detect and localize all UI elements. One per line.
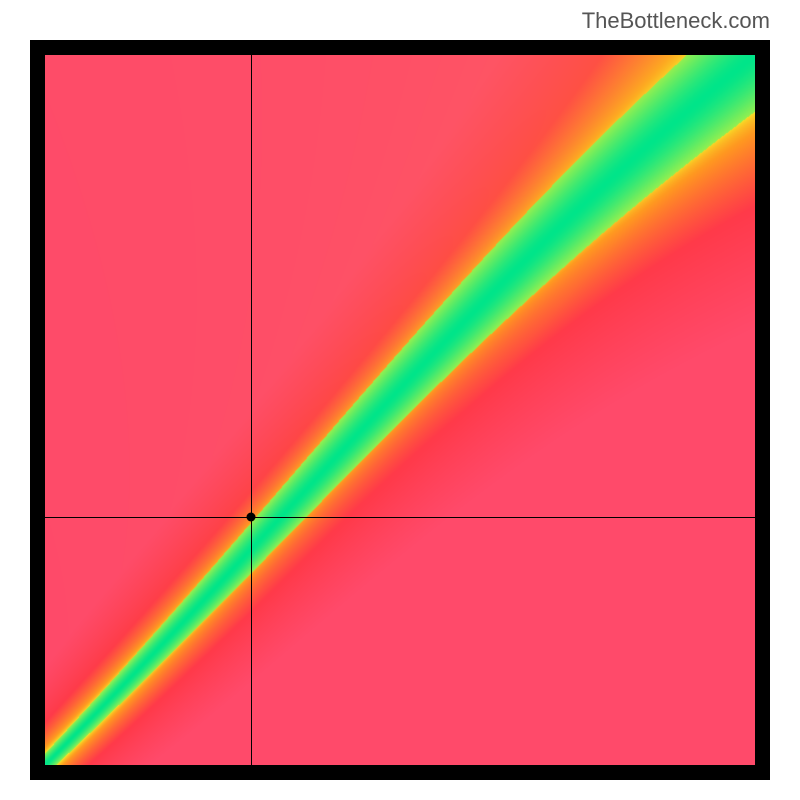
watermark-text: TheBottleneck.com: [582, 8, 770, 34]
crosshair-vertical: [251, 55, 252, 765]
heatmap-canvas: [45, 55, 755, 765]
heatmap-plot-area: [45, 55, 755, 765]
crosshair-marker: [246, 512, 255, 521]
crosshair-horizontal: [45, 517, 755, 518]
chart-outer-frame: [30, 40, 770, 780]
